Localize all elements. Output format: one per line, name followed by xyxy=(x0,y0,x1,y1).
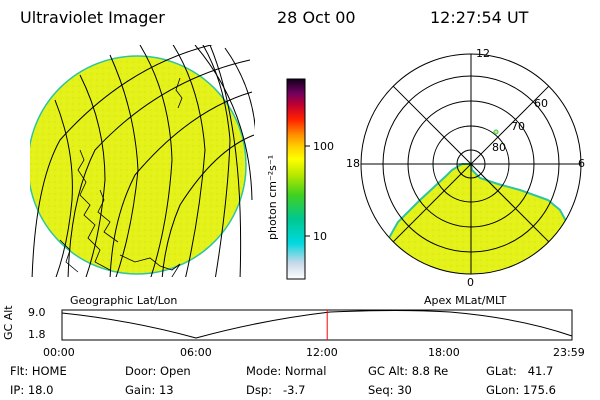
altitude-curve xyxy=(61,310,573,339)
right-panel-caption: Apex MLat/MLT xyxy=(424,294,507,307)
timeline-tick-0000: 00:00 xyxy=(43,346,75,359)
lon-grid-line xyxy=(172,45,206,277)
lat-grid-line xyxy=(31,45,214,277)
gc-alt-timeline xyxy=(61,309,573,341)
earth-disk xyxy=(30,55,247,275)
timeline-ymin: 1.8 xyxy=(28,328,46,341)
left-panel-caption: Geographic Lat/Lon xyxy=(70,294,178,307)
auroral-emission xyxy=(381,163,574,274)
lat-grid-line xyxy=(161,134,255,277)
mlt-label-12: 12 xyxy=(476,47,490,60)
status-glat: GLat: 41.7 xyxy=(486,364,554,378)
status-glon: GLon: 175.6 xyxy=(486,383,556,397)
timeline-axis-title: GC Alt xyxy=(2,305,15,340)
lat-grid-line xyxy=(67,59,251,277)
timeline-tick-1200: 12:00 xyxy=(306,346,338,359)
status-gain: Gain: 13 xyxy=(125,383,174,397)
lat-label-60: 60 xyxy=(534,97,548,110)
mlt-label-6: 6 xyxy=(578,157,585,170)
colorbar-tick-100: 100 xyxy=(313,140,334,153)
mlt-label-18: 18 xyxy=(346,157,360,170)
status-flt: Flt: HOME xyxy=(10,364,67,378)
colorbar-unit-label: photon cm⁻²s⁻¹ xyxy=(266,154,279,240)
timeline-ymax: 9.0 xyxy=(28,306,46,319)
lat-grid-line xyxy=(109,91,253,277)
lon-grid-line xyxy=(202,45,231,277)
date-label: 28 Oct 00 xyxy=(277,8,356,27)
lon-grid-line xyxy=(109,54,139,277)
status-dsp: Dsp: -3.7 xyxy=(246,383,306,397)
lon-grid-line xyxy=(139,45,173,277)
lon-grid-line xyxy=(79,74,106,277)
timeline-tick-0600: 06:00 xyxy=(180,346,212,359)
status-door: Door: Open xyxy=(125,364,191,378)
lon-grid-line xyxy=(54,99,73,277)
timeline-tick-1800: 18:00 xyxy=(428,346,460,359)
time-label: 12:27:54 UT xyxy=(430,8,529,27)
geographic-map xyxy=(30,45,255,277)
mlt-label-0: 0 xyxy=(467,276,474,289)
lat-label-70: 70 xyxy=(511,120,525,133)
colorbar xyxy=(286,78,306,280)
timeline-frame xyxy=(61,309,573,341)
colorbar-tick-10: 10 xyxy=(313,230,327,243)
lat-label-80: 80 xyxy=(492,141,506,154)
status-mode: Mode: Normal xyxy=(246,364,327,378)
timeline-tick-2359: 23:59 xyxy=(553,346,585,359)
status-gc-alt: GC Alt: 8.8 Re xyxy=(368,364,449,378)
polar-plot xyxy=(360,53,582,275)
coastline xyxy=(59,77,183,277)
status-seq: Seq: 30 xyxy=(368,383,412,397)
status-ip: IP: 18.0 xyxy=(10,383,54,397)
instrument-title: Ultraviolet Imager xyxy=(20,8,165,27)
lon-grid-line xyxy=(209,45,242,277)
